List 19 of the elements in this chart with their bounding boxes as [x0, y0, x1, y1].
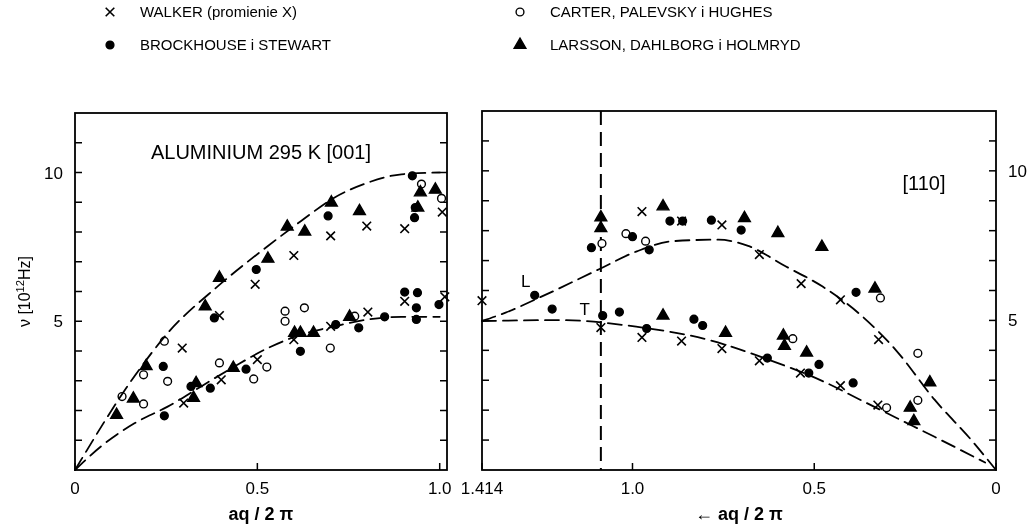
- y2-tick-label: 10: [1008, 161, 1027, 181]
- legend-label: BROCKHOUSE i STEWART: [140, 36, 331, 53]
- x-axis-title: aq / 2 π: [228, 504, 294, 524]
- x-tick-label: 0.5: [245, 479, 270, 498]
- x-tick-label: 0.5: [802, 479, 827, 498]
- y2-tick-label: 5: [1008, 311, 1018, 331]
- x-tick-label: 0: [991, 479, 1001, 498]
- annotation: L: [520, 271, 531, 291]
- annotation: [110]: [902, 171, 946, 194]
- x-axis-title: ← aq / 2 π: [695, 504, 784, 524]
- annotation: ALUMINIUM 295 K [001]: [150, 141, 372, 164]
- legend-label: WALKER (promienie X): [140, 3, 297, 20]
- legend-label: CARTER, PALEVSKY i HUGHES: [550, 3, 773, 20]
- legend-label: LARSSON, DAHLBORG i HOLMRYD: [550, 36, 801, 53]
- x-tick-label: 1.0: [427, 479, 452, 498]
- x-tick-label: 1.0: [620, 479, 645, 498]
- x-tick-label: 0: [70, 479, 80, 498]
- annotation: T: [579, 299, 590, 319]
- x-tick-label: 1.414: [460, 479, 504, 498]
